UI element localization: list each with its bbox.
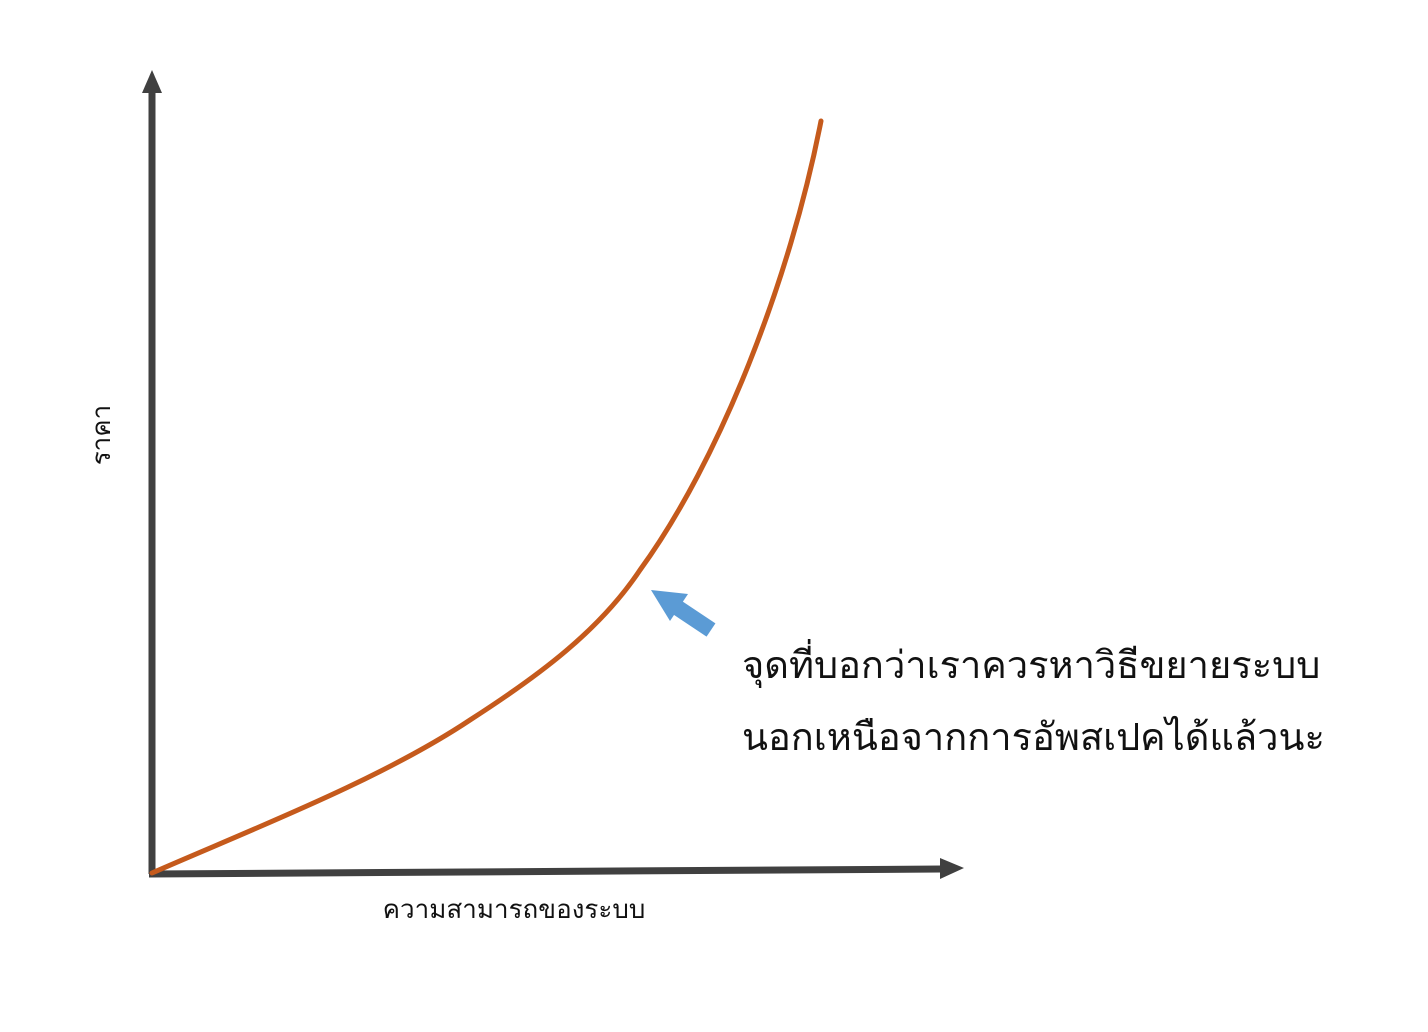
x-axis-label: ความสามารถของระบบ [383, 895, 646, 925]
annotation-arrow-head [651, 590, 688, 621]
annotation-text-line-1: จุดที่บอกว่าเราควรหาวิธีขยายระบบ [742, 639, 1320, 688]
annotation-arrow [651, 590, 716, 637]
x-axis [148, 858, 964, 879]
y-axis-label: ราคา [87, 405, 117, 466]
y-axis-arrowhead [142, 70, 162, 93]
x-axis-line [148, 865, 943, 878]
y-axis [142, 70, 162, 874]
annotation-arrow-shaft [667, 597, 716, 637]
cost-curve [149, 118, 824, 876]
x-axis-arrowhead [940, 858, 964, 879]
annotation-text-line-2: นอกเหนือจากการอัพสเปคได้แล้วนะ [742, 715, 1325, 759]
